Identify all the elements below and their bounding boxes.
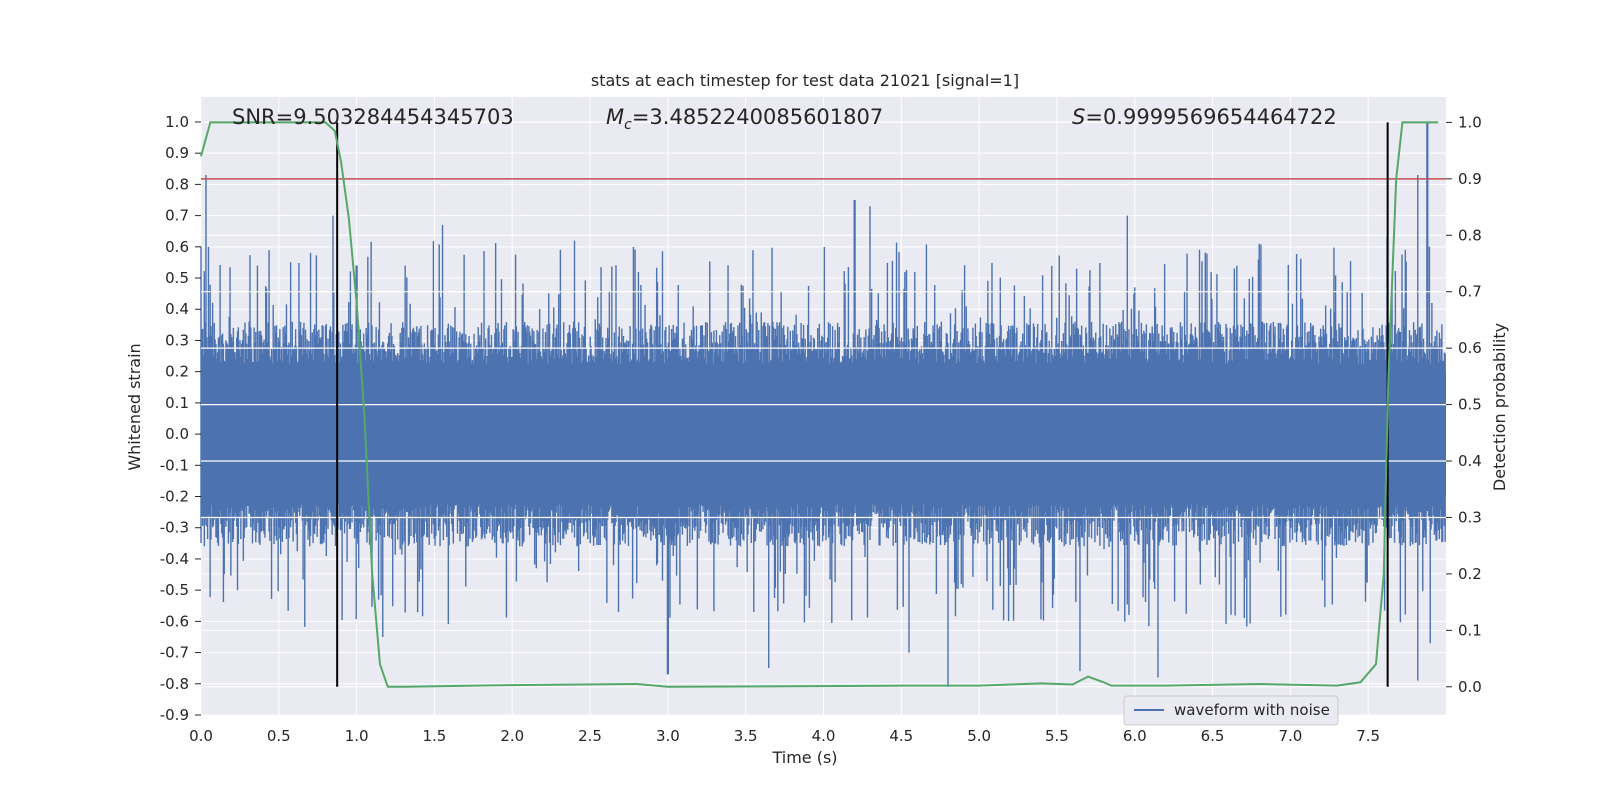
chart-title: stats at each timestep for test data 210… xyxy=(591,71,1019,90)
y-tick-label-right-7: 0.3 xyxy=(1458,508,1482,526)
legend-box xyxy=(1123,695,1339,726)
y-tick-label-left-16: -0.6 xyxy=(160,612,189,630)
y-tick-label-left-10: 0.0 xyxy=(165,425,189,443)
y-tick-label-right-3: 0.7 xyxy=(1458,283,1482,301)
chirp-mass-symbol: M xyxy=(606,105,624,129)
y-tick-label-left-2: 0.8 xyxy=(165,175,189,193)
y-tick-label-left-4: 0.6 xyxy=(165,238,189,256)
x-tick-label-13: 6.5 xyxy=(1201,727,1225,745)
x-tick-label-8: 4.0 xyxy=(812,727,836,745)
probability-line xyxy=(200,121,1439,688)
legend: waveform with noise xyxy=(1123,695,1339,726)
x-axis-label: Time (s) xyxy=(771,748,837,767)
y-tick-label-right-4: 0.6 xyxy=(1458,339,1482,357)
y-tick-label-right-6: 0.4 xyxy=(1458,452,1482,470)
score-value: =0.9999569654464722 xyxy=(1085,105,1336,129)
x-tick-label-9: 4.5 xyxy=(889,727,913,745)
legend-label-waveform: waveform with noise xyxy=(1174,701,1330,719)
x-tick-label-3: 1.5 xyxy=(423,727,447,745)
y-tick-label-left-6: 0.4 xyxy=(165,300,189,318)
overlay-lines xyxy=(201,122,1446,687)
y-tick-label-left-13: -0.3 xyxy=(160,519,189,537)
y-tick-label-left-12: -0.2 xyxy=(160,488,189,506)
x-tick-label-1: 0.5 xyxy=(267,727,291,745)
waveform-core-band xyxy=(201,371,1446,497)
y-tick-label-left-7: 0.3 xyxy=(165,331,189,349)
y-axis-label-left: Whitened strain xyxy=(125,343,144,470)
y-tick-label-left-14: -0.4 xyxy=(160,550,189,568)
y-tick-label-left-17: -0.7 xyxy=(160,644,189,662)
x-tick-label-14: 7.0 xyxy=(1278,727,1302,745)
chirp-mass-subscript: c xyxy=(624,117,632,133)
y-tick-label-left-3: 0.7 xyxy=(165,207,189,225)
y-tick-label-left-1: 0.9 xyxy=(165,144,189,162)
x-tick-label-10: 5.0 xyxy=(967,727,991,745)
y-tick-label-right-10: 0.0 xyxy=(1458,678,1482,696)
y-tick-label-right-8: 0.2 xyxy=(1458,565,1482,583)
y-tick-label-left-5: 0.5 xyxy=(165,269,189,287)
y-tick-label-left-18: -0.8 xyxy=(160,675,189,693)
x-tick-label-12: 6.0 xyxy=(1123,727,1147,745)
score-symbol: S xyxy=(1072,105,1085,129)
chirp-mass-value: =3.4852240085601807 xyxy=(632,105,883,129)
y-tick-label-right-0: 1.0 xyxy=(1458,113,1482,131)
y-tick-label-left-19: -0.9 xyxy=(160,706,189,724)
y-tick-label-right-2: 0.8 xyxy=(1458,226,1482,244)
y-tick-label-left-0: 1.0 xyxy=(165,113,189,131)
y-tick-label-left-8: 0.2 xyxy=(165,363,189,381)
x-tick-label-15: 7.5 xyxy=(1356,727,1380,745)
y-tick-label-right-9: 0.1 xyxy=(1458,621,1482,639)
x-tick-label-4: 2.0 xyxy=(500,727,524,745)
ticks: 0.0 0.5 1.0 1.5 2.0 2.5 3.0 3.5 4.0 4.5 5.0 5.5 6.0 6… xyxy=(160,113,1482,745)
x-tick-label-0: 0.0 xyxy=(189,727,213,745)
y-tick-label-right-5: 0.5 xyxy=(1458,396,1482,414)
x-tick-label-2: 1.0 xyxy=(345,727,369,745)
y-tick-label-left-11: -0.1 xyxy=(160,456,189,474)
y-axis-label-right: Detection probability xyxy=(1490,323,1509,491)
y-tick-label-left-15: -0.5 xyxy=(160,581,189,599)
snr-annotation: SNR=9.503284454345703 xyxy=(232,105,514,129)
y-tick-label-left-9: 0.1 xyxy=(165,394,189,412)
x-tick-label-6: 3.0 xyxy=(656,727,680,745)
score-annotation: S=0.9999569654464722 xyxy=(1072,105,1337,129)
waveform-series xyxy=(200,121,1446,687)
x-tick-label-7: 3.5 xyxy=(734,727,758,745)
y-tick-label-right-1: 0.9 xyxy=(1458,170,1482,188)
x-tick-label-11: 5.5 xyxy=(1045,727,1069,745)
probability-series xyxy=(200,121,1439,688)
x-tick-label-5: 2.5 xyxy=(578,727,602,745)
chirp-mass-annotation: Mc=3.4852240085601807 xyxy=(606,105,883,133)
